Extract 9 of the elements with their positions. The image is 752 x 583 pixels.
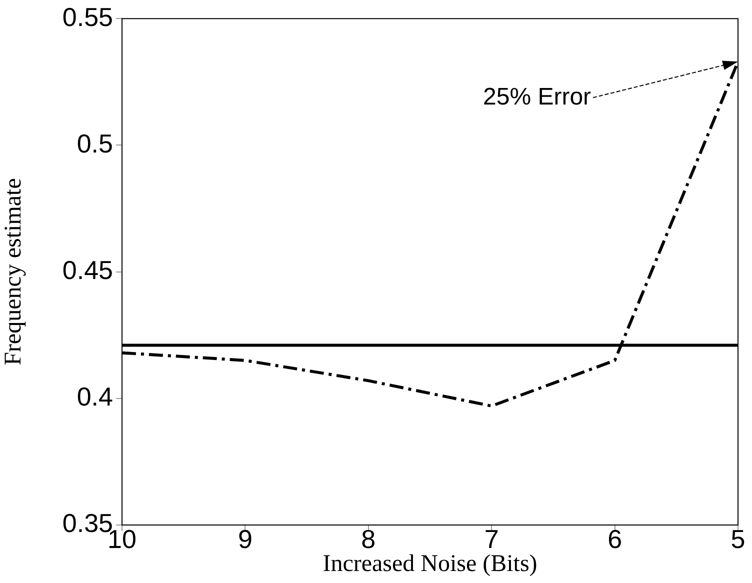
x-tick-label: 6	[608, 524, 622, 554]
y-tick-label: 0.55	[62, 2, 113, 32]
y-tick-label: 0.4	[76, 382, 113, 412]
x-tick-label: 9	[238, 524, 252, 554]
y-axis-title: Frequency estimate	[0, 178, 27, 366]
y-tick-label: 0.45	[62, 254, 113, 285]
x-tick-label: 5	[730, 524, 746, 554]
annotation: 25% Error	[483, 83, 592, 110]
y-tick-label: 0.5	[76, 128, 113, 158]
